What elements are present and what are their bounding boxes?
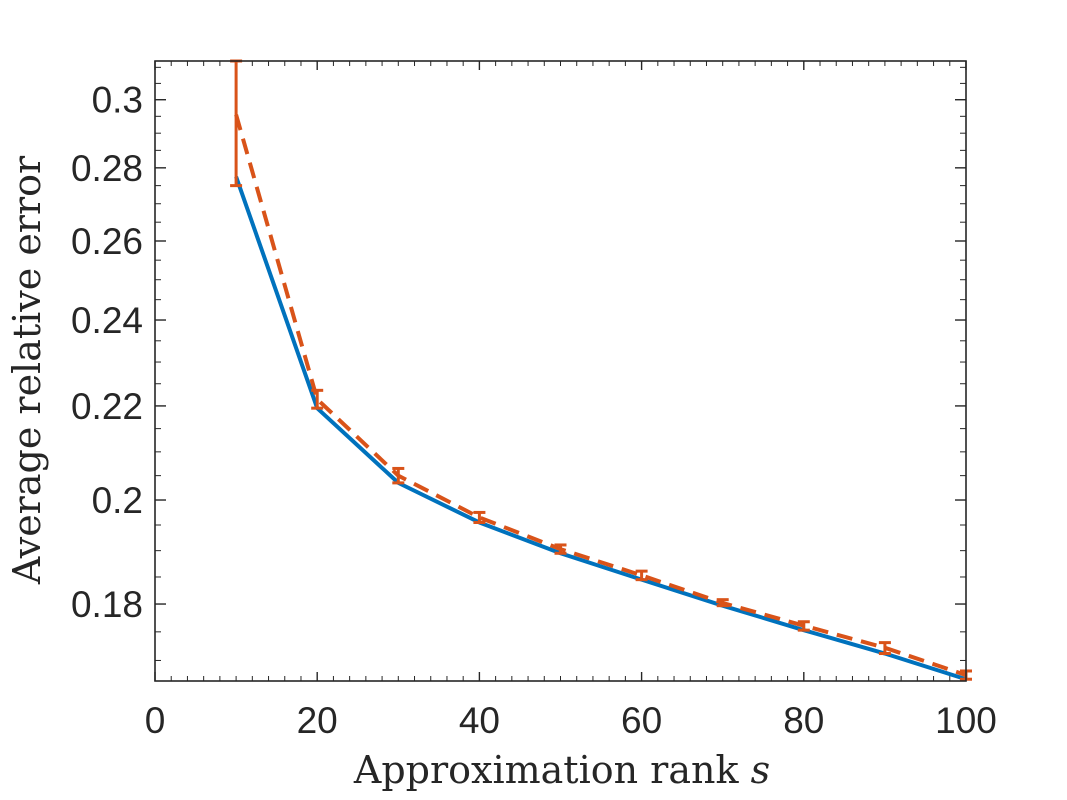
- x-tick-label: 100: [935, 700, 997, 741]
- major-ticks: [154, 61, 967, 681]
- error-bar: [878, 641, 891, 656]
- y-tick-label: 0.24: [71, 300, 143, 341]
- x-axis-title: Approximation rank s: [353, 748, 770, 792]
- series-layer: [230, 59, 972, 682]
- x-tick-label: 40: [459, 700, 500, 741]
- series-line-1: [234, 176, 967, 682]
- series-line-2: [234, 114, 967, 677]
- series-2: [230, 59, 972, 681]
- x-tick-labels: 0 20 40 60 80 100: [145, 700, 997, 741]
- plot-area-box: [154, 60, 967, 682]
- error-bar: [392, 466, 405, 485]
- x-tick-label: 60: [621, 700, 662, 741]
- x-tick-label: 20: [297, 700, 338, 741]
- x-tick-label: 80: [783, 700, 824, 741]
- error-bar: [797, 620, 810, 632]
- series-1: [234, 176, 967, 682]
- y-tick-label: 0.22: [71, 386, 143, 427]
- y-tick-label: 0.28: [71, 148, 143, 189]
- x-tick-label: 0: [145, 700, 166, 741]
- error-bar: [716, 598, 729, 608]
- y-tick-label: 0.26: [71, 221, 143, 262]
- error-bar: [635, 569, 648, 582]
- y-tick-label: 0.18: [71, 584, 143, 625]
- y-tick-labels: 0.18 0.2 0.22 0.24 0.26 0.28 0.3: [71, 80, 143, 625]
- error-bar: [554, 543, 567, 555]
- y-axis-title: Average relative error: [5, 155, 49, 585]
- y-tick-label: 0.2: [92, 480, 143, 521]
- error-bar: [311, 388, 324, 410]
- y-tick-label: 0.3: [92, 80, 143, 121]
- minor-ticks: [155, 61, 966, 681]
- error-bar: [473, 510, 486, 524]
